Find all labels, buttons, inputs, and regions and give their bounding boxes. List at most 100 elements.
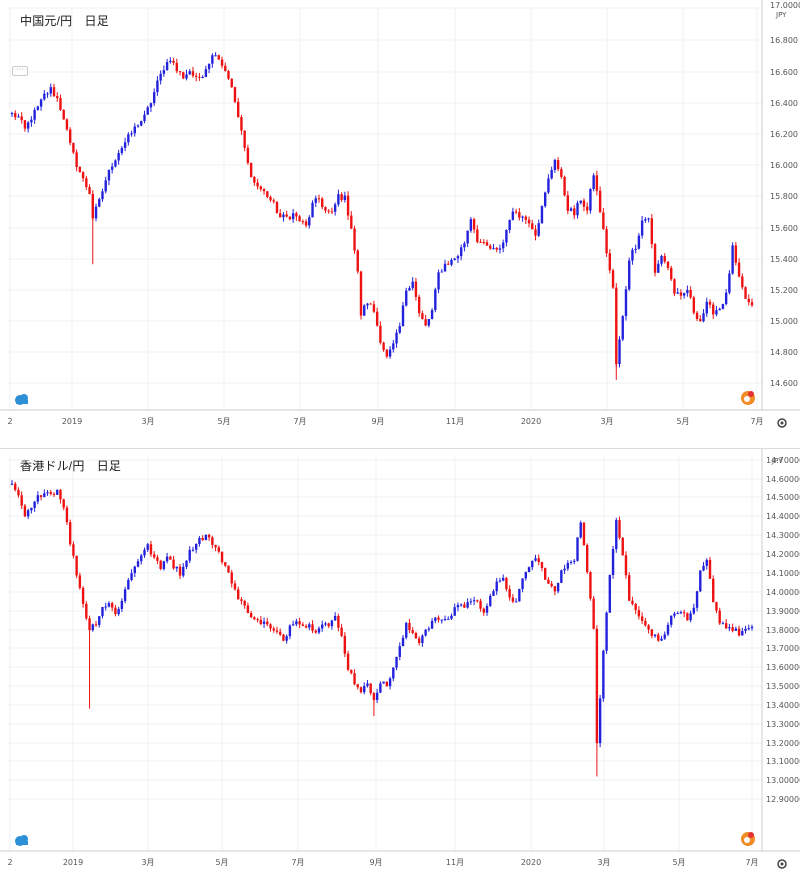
candle [346,191,350,221]
candle-body [540,562,544,569]
candle [133,123,136,137]
y-tick-label: 14.40000 [766,512,800,521]
candle [631,596,634,606]
candle [343,632,347,658]
cloud-logo-icon[interactable] [15,835,28,846]
candle-body [592,598,595,629]
candle [20,491,23,509]
candle-body [243,130,246,148]
candle-body [476,229,479,242]
candle [628,572,631,602]
candle-body [230,572,233,584]
candle-body [75,555,78,576]
candle-body [230,78,233,88]
candle [540,561,544,572]
candle-body [240,599,243,602]
candle-body [443,263,447,272]
candle [256,617,259,623]
settings-gear-icon[interactable] [777,859,787,869]
candle-body [379,325,382,343]
candle-body [637,610,641,617]
candle-body [146,107,149,115]
candle [721,303,725,310]
candle-body [185,560,188,567]
candle [576,200,579,219]
candle [421,634,424,647]
candle [618,336,621,368]
candle [114,604,117,617]
y-tick-label: 13.80000 [766,626,800,635]
candle-body [288,625,292,637]
indicator-badge-icon[interactable] [741,832,755,846]
candle-body [162,561,166,570]
cloud-logo-icon[interactable] [15,394,28,405]
candle [346,650,350,672]
candle [543,191,547,208]
candle-body [127,579,130,590]
candle-body [734,628,738,631]
candle [10,480,14,486]
candle [249,610,253,619]
candle-body [611,270,615,288]
candle [72,541,75,559]
candle [165,552,169,564]
candle-body [615,520,618,550]
candle [301,622,305,627]
chart-svg[interactable]: JPY 16.800 16.600 16.400 16.200 16.000 15.800 1… [0,0,800,435]
candle-body [350,215,353,229]
y-tick-label: 12.90000 [766,795,800,804]
candle [262,617,266,628]
candle-body [437,617,440,620]
candle-body [427,628,431,630]
candle-body [505,230,508,243]
candle-body [140,120,143,126]
candle [443,615,447,622]
candle [511,594,515,604]
candle [317,626,321,635]
candle-body [440,271,443,273]
candle [501,239,505,253]
candle-body [256,619,259,621]
candle [505,577,508,592]
candle [17,487,20,498]
candle-body [514,211,518,213]
candle-body [531,560,534,568]
more-options-icon[interactable]: ··· [12,66,28,76]
candle-body [123,142,127,148]
candle-body [715,310,718,315]
candle [149,540,153,557]
candle-body [123,589,127,601]
candle [405,621,408,640]
candle [56,92,59,102]
candle [579,520,582,539]
candle-body [666,624,670,635]
candle [547,577,550,584]
candle-body [17,116,20,118]
candle-body [33,109,36,120]
candle-body [476,600,479,602]
candle-body [589,571,592,599]
candle [405,287,408,307]
candle-body [56,489,59,495]
candle-body [479,600,482,609]
candle [211,53,214,68]
x-tick-label: 9月 [371,417,384,426]
settings-gear-icon[interactable] [777,418,787,428]
candle [285,634,288,644]
candle-body [88,187,91,194]
candle-body [624,555,628,576]
candle-body [708,559,712,579]
candle [653,242,657,277]
candle-body [30,507,33,511]
indicator-badge-icon[interactable] [741,391,755,405]
candle [324,621,327,627]
candle-body [692,607,696,614]
candle-body [156,80,159,93]
candle-body [537,223,540,236]
candle-body [695,312,699,320]
candle [214,544,217,552]
candle [469,598,473,605]
candle-body [317,628,321,633]
candle-body [178,71,182,73]
